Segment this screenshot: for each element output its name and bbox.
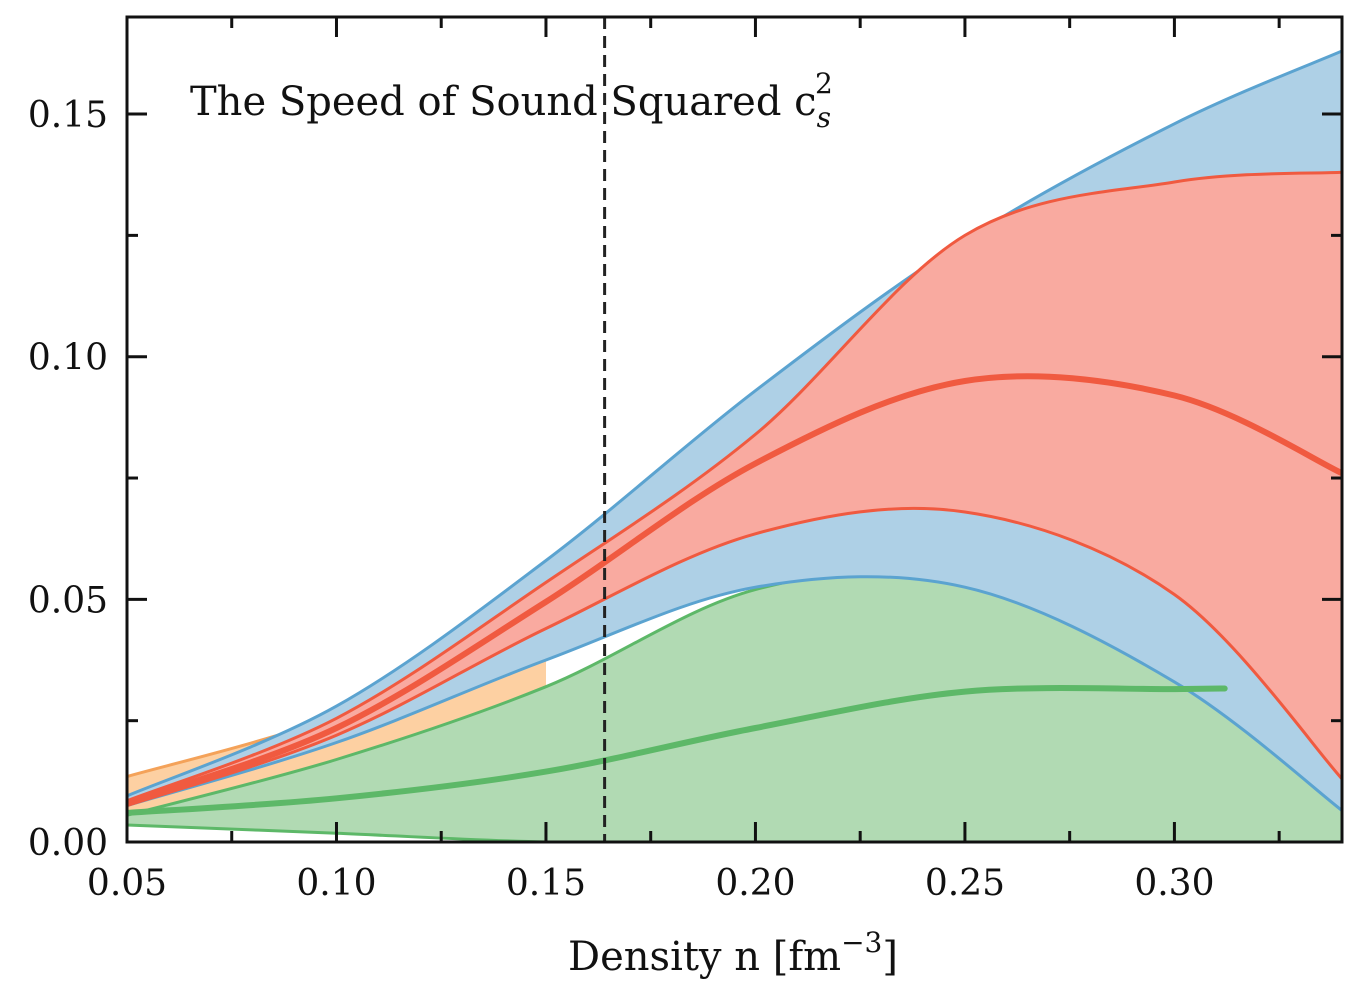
x-tick-label: 0.20 bbox=[715, 863, 795, 904]
band-layer bbox=[127, 49, 1342, 842]
band-fill-1 bbox=[127, 569, 1342, 842]
band-upper-edge-2 bbox=[127, 49, 1342, 798]
band-fill-3 bbox=[127, 172, 1342, 806]
plot-frame bbox=[125, 15, 1344, 844]
x-axis-title-close: ] bbox=[882, 934, 898, 980]
y-tick-label: 0.00 bbox=[28, 823, 108, 864]
line-layer bbox=[127, 373, 1342, 816]
band-lower-edge-3 bbox=[127, 506, 1342, 808]
annotation-subscript: s bbox=[817, 101, 831, 134]
annotation-text: The Speed of Sound Squared c bbox=[190, 79, 817, 125]
x-tick-label: 0.10 bbox=[296, 863, 376, 904]
x-axis-title: Density n [fm−3] bbox=[568, 926, 898, 980]
x-tick-label: 0.15 bbox=[506, 863, 586, 904]
series-line-0 bbox=[127, 373, 1342, 807]
x-tick-label: 0.05 bbox=[87, 863, 167, 904]
series-line-1 bbox=[127, 685, 1228, 816]
x-axis-title-text: Density n [fm bbox=[568, 934, 841, 980]
annotation-superscript: 2 bbox=[815, 67, 833, 100]
y-tick-label: 0.10 bbox=[28, 338, 108, 379]
x-tick-label: 0.25 bbox=[925, 863, 1005, 904]
chart-annotation: The Speed of Sound Squared cs2 bbox=[190, 67, 833, 134]
band-upper-edge-3 bbox=[127, 170, 1342, 803]
y-tick-label: 0.05 bbox=[28, 580, 108, 621]
band-lower-edge-2 bbox=[127, 575, 1342, 812]
tick-layer: 0.05 0.10 0.15 0.20 0.25 0.300.000.050.100.15 bbox=[28, 17, 1342, 904]
x-tick-label: 0.30 bbox=[1134, 863, 1214, 904]
y-tick-label: 0.15 bbox=[28, 95, 108, 136]
x-axis-title-superscript: −3 bbox=[841, 926, 882, 959]
